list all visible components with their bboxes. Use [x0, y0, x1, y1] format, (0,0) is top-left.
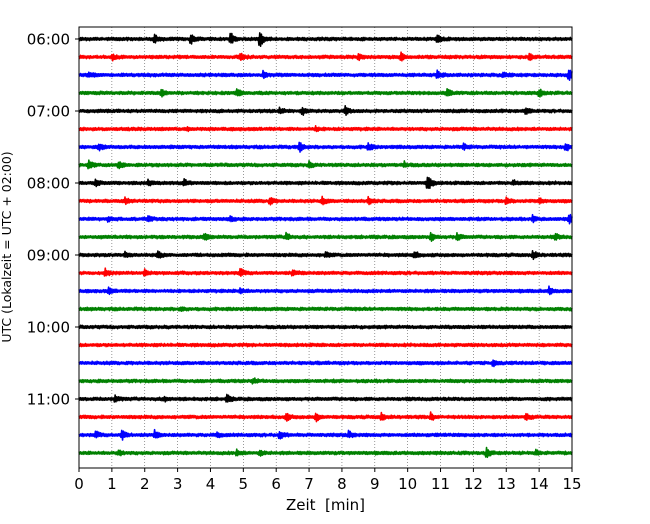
x-tick-label: 10	[398, 475, 417, 493]
seismic-trace-0645	[78, 87, 573, 98]
x-tick-label: 11	[431, 475, 450, 493]
seismic-trace-0900	[78, 249, 573, 261]
x-tick-label: 7	[304, 475, 314, 493]
seismic-trace-1030	[78, 359, 573, 368]
seismic-trace-0745	[78, 159, 573, 170]
x-tick-label: 0	[74, 475, 84, 493]
seismic-trace-0715	[78, 125, 573, 133]
seismic-trace-1145	[78, 446, 573, 459]
plot-frame	[78, 26, 573, 469]
x-tick-label: 15	[562, 475, 581, 493]
seismic-trace-1045	[78, 377, 573, 385]
seismic-trace-1015	[78, 342, 573, 348]
y-tick-label: 06:00	[27, 31, 70, 49]
y-axis-label: UTC (Lokalzeit = UTC + 02:00)	[0, 151, 14, 342]
seismic-trace-1115	[78, 411, 573, 423]
seismic-trace-0915	[78, 267, 573, 277]
seismic-trace-0600	[78, 32, 573, 47]
x-tick-label: 8	[337, 475, 347, 493]
x-tick-label: 13	[497, 475, 516, 493]
x-tick-label: 1	[107, 475, 117, 493]
trace-layer	[78, 32, 573, 459]
x-tick-label: 2	[140, 475, 150, 493]
y-tick-label: 09:00	[27, 247, 70, 265]
seismic-trace-0615	[78, 51, 573, 62]
seismic-trace-0930	[78, 285, 573, 296]
x-tick-label: 5	[239, 475, 249, 493]
y-tick-label: 07:00	[27, 103, 70, 121]
seismic-trace-0830	[78, 213, 573, 225]
x-tick-label: 4	[206, 475, 216, 493]
seismic-trace-0700	[78, 105, 573, 116]
seismic-trace-1130	[78, 428, 573, 441]
x-axis-label: Zeit [min]	[286, 496, 365, 514]
seismic-trace-0630	[78, 69, 573, 81]
x-tick-label: 12	[464, 475, 483, 493]
y-tick-label: 11:00	[27, 391, 70, 409]
x-tick-label: 6	[271, 475, 281, 493]
seismic-trace-0730	[78, 141, 573, 153]
seismic-trace-0945	[78, 306, 573, 313]
seismic-trace-0800	[78, 176, 573, 190]
x-tick-label: 9	[370, 475, 380, 493]
y-tick-label: 10:00	[27, 319, 70, 337]
y-tick-label: 08:00	[27, 175, 70, 193]
seismic-trace-0815	[78, 195, 573, 206]
seismic-trace-1000	[78, 324, 573, 330]
x-tick-label: 3	[173, 475, 183, 493]
tick-layer: 0 1 2 3 4 5 6 7 8 9 10 11 12 13 14 1506:0007:0008:0009:…	[27, 31, 582, 494]
seismic-trace-1100	[78, 393, 573, 403]
seismic-trace-0845	[78, 231, 573, 242]
x-tick-label: 14	[530, 475, 549, 493]
